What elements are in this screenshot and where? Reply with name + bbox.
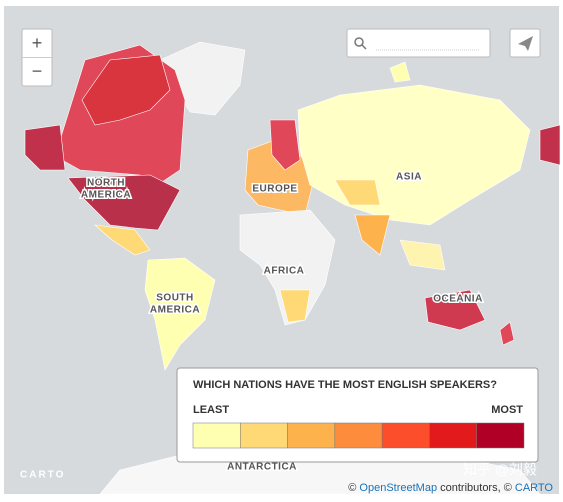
region-label: AMERICA	[81, 190, 131, 201]
attribution: © OpenStreetMap contributors, © CARTO	[348, 482, 553, 494]
attribution-link[interactable]: OpenStreetMap	[359, 482, 437, 494]
logo: CARTO	[20, 470, 65, 481]
share-icon	[518, 36, 533, 51]
search[interactable]	[346, 28, 491, 58]
legend-swatch	[240, 422, 288, 449]
region-label: AFRICA	[264, 266, 305, 277]
region-label: EUROPE	[252, 184, 297, 195]
zoom-control: + −	[21, 28, 53, 87]
legend-swatch	[192, 422, 241, 449]
region-label: AMERICA	[150, 305, 200, 316]
legend-swatch	[476, 422, 525, 449]
watermark: 知乎 @刘毅	[463, 462, 537, 478]
legend-title: WHICH NATIONS HAVE THE MOST ENGLISH SPEA…	[193, 379, 497, 391]
search-icon-handle	[361, 44, 367, 50]
legend: WHICH NATIONS HAVE THE MOST ENGLISH SPEA…	[176, 367, 539, 463]
attribution-text: contributors, ©	[440, 482, 512, 494]
search-box[interactable]	[346, 28, 491, 58]
legend-high: MOST	[491, 404, 523, 416]
region-label: NORTH	[87, 178, 125, 189]
region-label: ANTARCTICA	[227, 462, 297, 473]
attribution-text: ©	[348, 482, 356, 494]
legend-swatch	[429, 422, 477, 449]
search-icon	[354, 37, 364, 47]
legend-swatch	[381, 422, 430, 449]
zoom-out[interactable]: −	[32, 61, 43, 81]
attribution-link[interactable]: CARTO	[515, 482, 554, 494]
legend-swatch	[287, 422, 336, 449]
region-label: ASIA	[396, 172, 422, 183]
legend-swatch	[334, 422, 383, 449]
legend-low: LEAST	[193, 404, 229, 416]
region-label: OCEANIA	[433, 294, 483, 305]
region-label: SOUTH	[156, 293, 194, 304]
share-button[interactable]	[509, 28, 541, 58]
zoom-in[interactable]: +	[32, 33, 43, 53]
